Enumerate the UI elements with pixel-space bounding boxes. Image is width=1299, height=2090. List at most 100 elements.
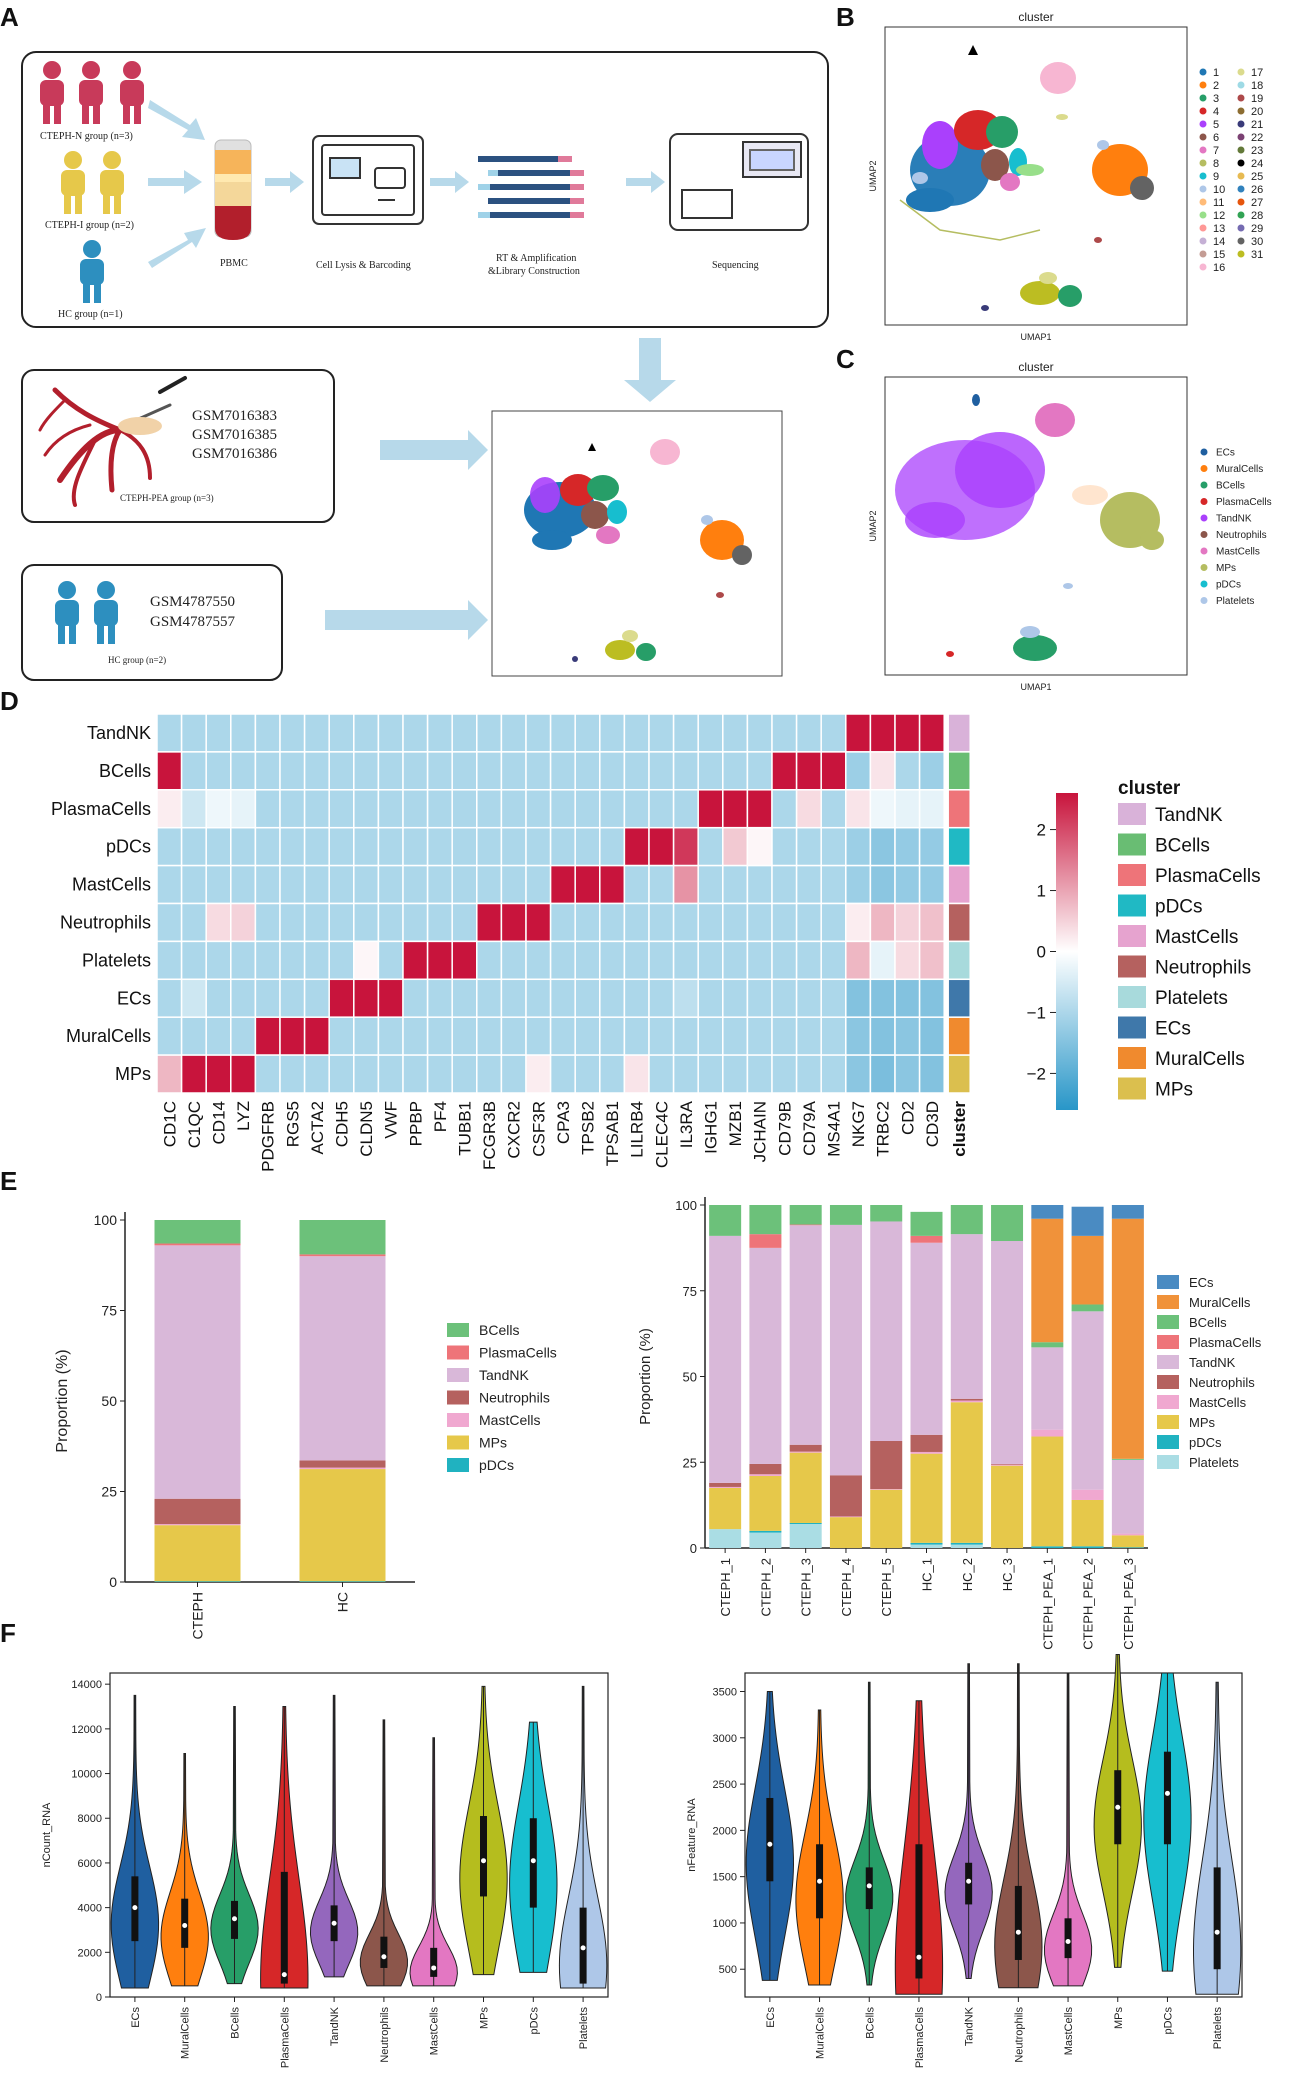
heatmap-cell bbox=[672, 940, 699, 981]
x-tick-label: PlasmaCells bbox=[279, 2007, 291, 2069]
heatmap-cluster-cell bbox=[947, 978, 971, 1018]
x-tick-label: HC_3 bbox=[1000, 1558, 1015, 1591]
heatmap-cell bbox=[820, 978, 847, 1018]
pea-accession-3: GSM7016386 bbox=[192, 446, 278, 462]
heatmap-cluster-cell bbox=[947, 864, 971, 905]
heatmap-cell bbox=[156, 902, 183, 943]
legend-b-marker bbox=[1237, 107, 1245, 115]
heatmap-cell bbox=[722, 1054, 749, 1094]
hc2-box bbox=[21, 564, 283, 681]
panel-b-umap bbox=[899, 45, 1154, 311]
heatmap-cell bbox=[180, 902, 207, 943]
heatmap-cell bbox=[279, 978, 306, 1018]
heatmap-cell bbox=[549, 713, 576, 753]
heatmap-column-label: TPSB2 bbox=[579, 1101, 598, 1155]
heatmap-column-label: CD1C bbox=[160, 1101, 179, 1147]
heatmap-cell bbox=[599, 1054, 626, 1094]
bar-segment bbox=[299, 1581, 386, 1582]
bar-segment bbox=[749, 1247, 782, 1464]
panel-b: B cluster UMAP1 UMA bbox=[836, 2, 1263, 342]
panel-c-xlabel: UMAP1 bbox=[1020, 682, 1051, 692]
heatmap-cell bbox=[672, 1054, 699, 1094]
heatmap-cell bbox=[303, 713, 330, 753]
heatmap-cell bbox=[623, 1054, 650, 1094]
violin-median bbox=[1164, 1790, 1170, 1796]
panel-c-ylabel: UMAP2 bbox=[868, 510, 878, 541]
heatmap-cell bbox=[869, 713, 896, 753]
bar-legend-label: BCells bbox=[479, 1322, 519, 1338]
legend-b-label: 12 bbox=[1213, 210, 1225, 222]
heatmap-cell bbox=[771, 789, 798, 829]
bar-segment bbox=[749, 1463, 782, 1475]
heatmap-cell bbox=[377, 1016, 404, 1056]
heatmap-legend-label: PlasmaCells bbox=[1155, 866, 1261, 887]
heatmap-column-label: RGS5 bbox=[283, 1101, 302, 1147]
bar-legend-label: PlasmaCells bbox=[1189, 1335, 1262, 1350]
heatmap-column-label: NKG7 bbox=[849, 1101, 868, 1147]
violin-median bbox=[132, 1905, 138, 1911]
heatmap-cell bbox=[279, 751, 306, 791]
heatmap-cell bbox=[722, 789, 749, 829]
bar-segment bbox=[1031, 1347, 1064, 1430]
heatmap-cell bbox=[771, 1054, 798, 1094]
heatmap-cell bbox=[820, 789, 847, 829]
bar-legend-swatch bbox=[447, 1323, 469, 1337]
heatmap-legend-label: MPs bbox=[1155, 1080, 1193, 1101]
y-tick-label: 3500 bbox=[713, 1687, 737, 1699]
heatmap-cell bbox=[476, 1054, 503, 1094]
heatmap-cluster-cell bbox=[947, 940, 971, 981]
legend-b-marker bbox=[1199, 120, 1207, 128]
bar-segment bbox=[950, 1542, 983, 1545]
heatmap-cell bbox=[254, 864, 281, 905]
colorbar-tick-label: −2 bbox=[1027, 1064, 1046, 1083]
bar-legend-label: MastCells bbox=[479, 1412, 540, 1428]
heatmap-cell bbox=[918, 940, 945, 981]
heatmap-cell bbox=[426, 902, 453, 943]
heatmap-cell bbox=[156, 826, 183, 867]
heatmap-cell bbox=[869, 902, 896, 943]
heatmap-cell bbox=[500, 826, 527, 867]
violin-median bbox=[281, 1972, 287, 1978]
heatmap-cell bbox=[820, 940, 847, 981]
violin-median bbox=[1115, 1804, 1121, 1810]
heatmap-cell bbox=[500, 1054, 527, 1094]
heatmap-cell bbox=[648, 902, 675, 943]
heatmap-cell bbox=[918, 864, 945, 905]
legend-b-label: 2 bbox=[1213, 80, 1219, 92]
y-tick-label: 1000 bbox=[713, 1918, 737, 1930]
heatmap-cell bbox=[697, 751, 724, 791]
heatmap-cell bbox=[795, 1016, 822, 1056]
heatmap-cell bbox=[918, 1016, 945, 1056]
bar-segment bbox=[910, 1235, 943, 1243]
heatmap-cell bbox=[426, 826, 453, 867]
heatmap-cell bbox=[279, 789, 306, 829]
heatmap-cell bbox=[377, 713, 404, 753]
legend-b-marker bbox=[1199, 224, 1207, 232]
legend-b-label: 28 bbox=[1251, 210, 1263, 222]
bar-legend-swatch bbox=[1157, 1415, 1179, 1429]
legend-b-label: 27 bbox=[1251, 197, 1263, 209]
bar-legend-swatch bbox=[447, 1435, 469, 1450]
heatmap-cell bbox=[845, 978, 872, 1018]
heatmap-cell bbox=[574, 789, 601, 829]
heatmap-cell bbox=[476, 978, 503, 1018]
bar-segment bbox=[1031, 1546, 1064, 1548]
legend-b-label: 25 bbox=[1251, 171, 1263, 183]
bar-segment bbox=[910, 1451, 943, 1454]
heatmap-column-label: FCGR3B bbox=[480, 1101, 499, 1170]
heatmap-cell bbox=[426, 940, 453, 981]
legend-b-label: 23 bbox=[1251, 145, 1263, 157]
heatmap-cell bbox=[476, 751, 503, 791]
colorbar bbox=[1056, 793, 1078, 1110]
colorbar-tick-label: 1 bbox=[1037, 882, 1046, 901]
legend-b-label: 31 bbox=[1251, 249, 1263, 261]
heatmap-cell bbox=[894, 751, 921, 791]
heatmap-cell bbox=[156, 789, 183, 829]
heatmap-cell bbox=[672, 1016, 699, 1056]
heatmap-legend-swatch bbox=[1118, 925, 1146, 947]
panel-f-left-chart: 0 2000 4000 6000 8000 10000 12000 14000 nCount_R… bbox=[41, 1672, 609, 2069]
heatmap-cell bbox=[623, 864, 650, 905]
legend-b-label: 19 bbox=[1251, 93, 1263, 105]
heatmap-row-label: ECs bbox=[117, 988, 151, 1008]
